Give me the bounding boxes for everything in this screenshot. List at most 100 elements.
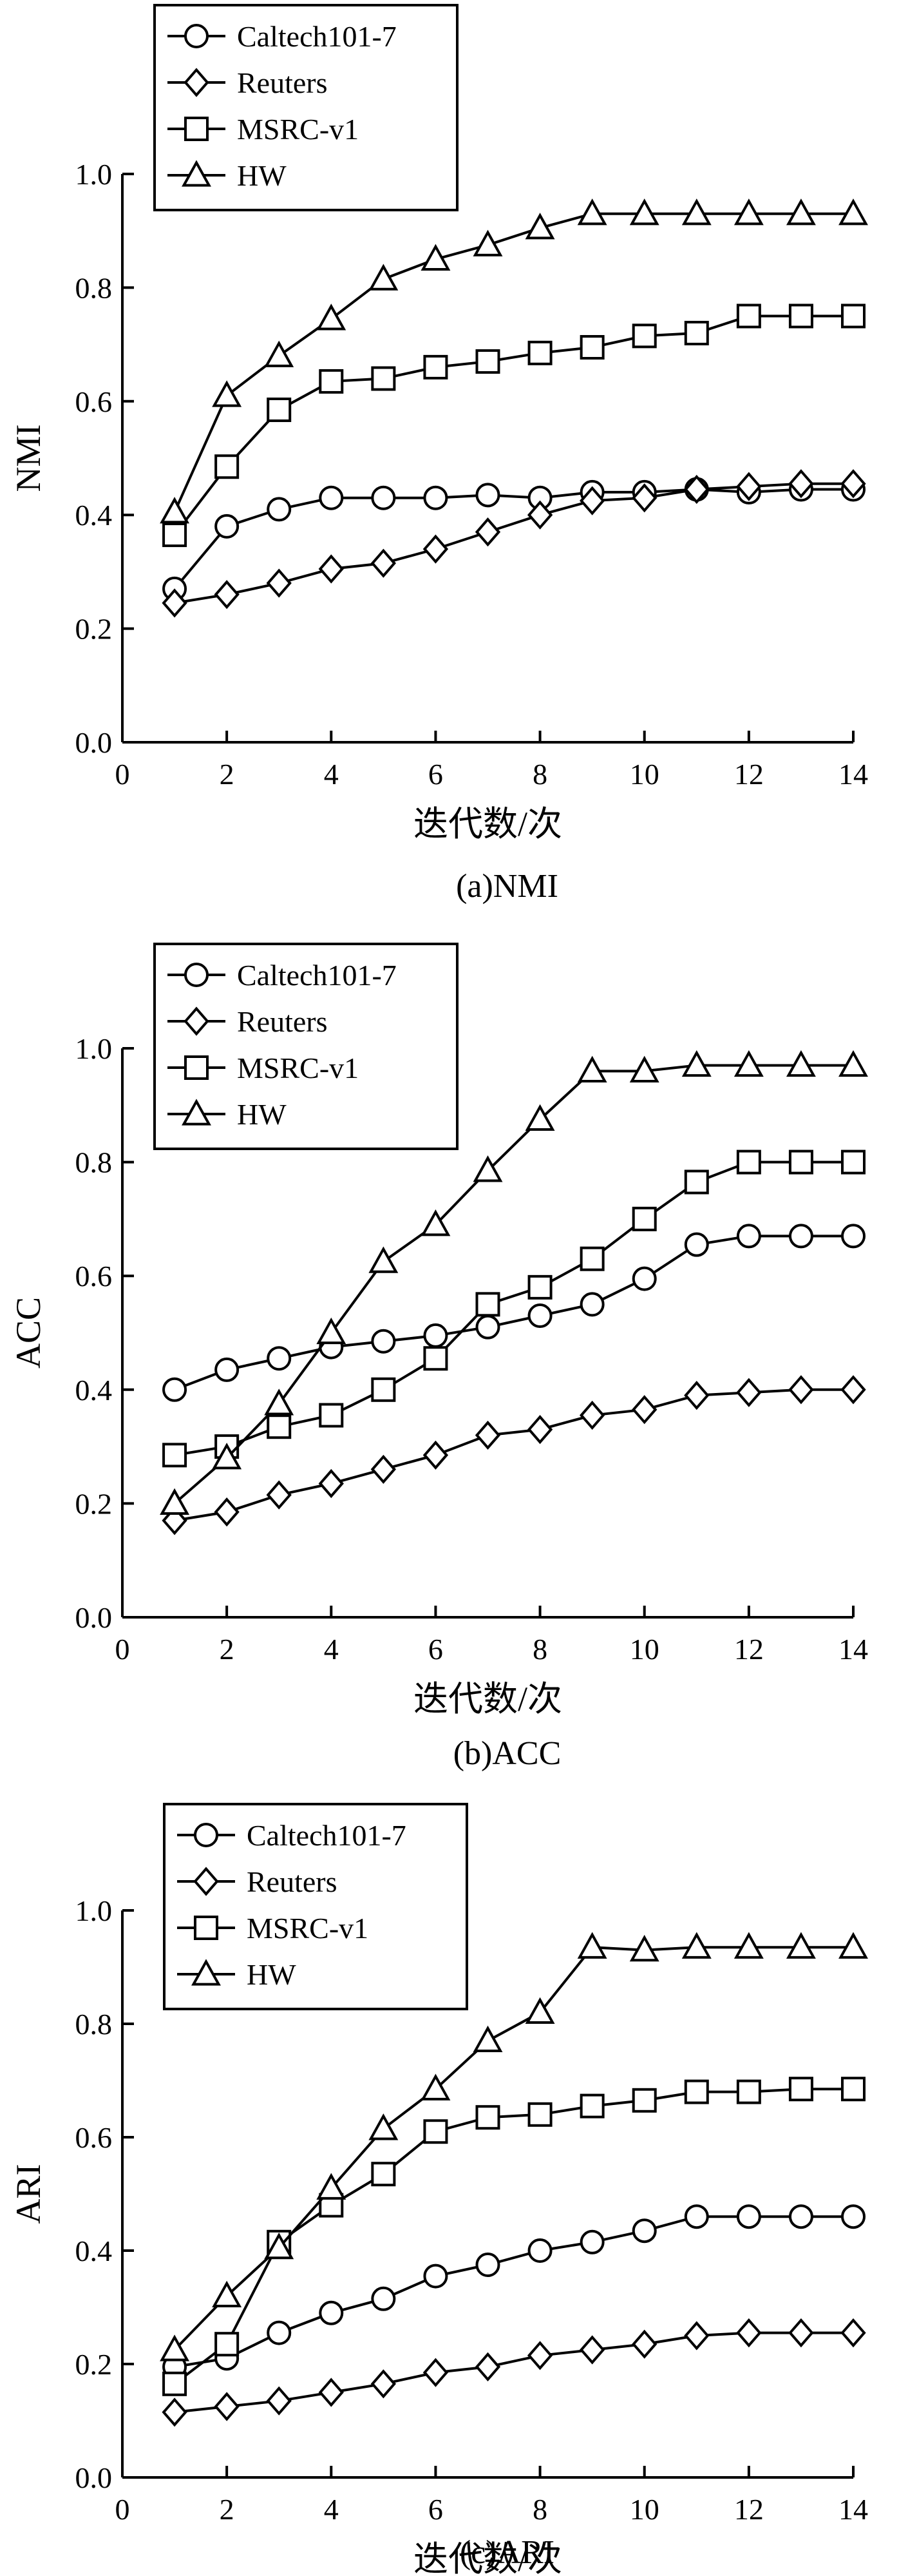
data-point bbox=[629, 1055, 659, 1082]
data-point bbox=[214, 1357, 240, 1382]
data-point bbox=[579, 486, 605, 515]
data-point bbox=[527, 1303, 553, 1329]
data-point bbox=[684, 474, 710, 505]
data-point bbox=[632, 2218, 657, 2244]
data-point bbox=[577, 1055, 607, 1082]
data-point bbox=[214, 2332, 240, 2357]
data-point bbox=[264, 2232, 294, 2260]
x-tick-label: 6 bbox=[428, 2493, 443, 2526]
data-point bbox=[316, 1317, 346, 1345]
data-point bbox=[162, 523, 187, 548]
data-point bbox=[736, 303, 761, 329]
data-point bbox=[684, 320, 709, 345]
data-point bbox=[371, 1377, 396, 1402]
data-point bbox=[527, 2341, 553, 2370]
data-point bbox=[788, 1224, 813, 1249]
data-point bbox=[212, 1443, 242, 1470]
data-point bbox=[266, 1480, 292, 1510]
data-point bbox=[475, 517, 501, 547]
y-axis-label: ACC bbox=[9, 1297, 48, 1369]
data-point bbox=[841, 1149, 866, 1175]
data-point bbox=[475, 2105, 500, 2130]
x-tick-label: 2 bbox=[220, 758, 234, 791]
data-point bbox=[421, 1209, 451, 1236]
series-Caltech101-7 bbox=[162, 2204, 866, 2379]
legend: Caltech101-7 Reuters MSRC-v1 HW bbox=[153, 4, 459, 211]
data-point bbox=[266, 2386, 292, 2416]
x-tick-label: 6 bbox=[428, 1633, 443, 1666]
data-point bbox=[525, 213, 555, 240]
data-point bbox=[840, 2318, 866, 2348]
series-HW bbox=[160, 1050, 868, 1515]
data-point bbox=[475, 1314, 500, 1340]
data-point bbox=[684, 1381, 710, 1410]
data-point bbox=[841, 2204, 866, 2229]
data-point bbox=[319, 1403, 344, 1428]
series-MSRC-v1 bbox=[162, 303, 866, 548]
data-point bbox=[162, 588, 187, 618]
legend-label: HW bbox=[237, 1098, 287, 1131]
series-Reuters bbox=[162, 1375, 866, 1535]
y-tick-label: 0.4 bbox=[75, 1374, 113, 1407]
legend: Caltech101-7 Reuters MSRC-v1 HW bbox=[153, 943, 459, 1150]
x-tick-label: 12 bbox=[734, 758, 764, 791]
data-point bbox=[788, 469, 814, 499]
x-tick-label: 12 bbox=[734, 2493, 764, 2526]
data-point bbox=[423, 1323, 448, 1348]
data-point bbox=[733, 198, 764, 226]
legend-marker-diamond bbox=[184, 68, 209, 97]
x-tick-label: 2 bbox=[220, 2493, 234, 2526]
data-point bbox=[370, 548, 397, 578]
data-point bbox=[684, 1169, 709, 1195]
data-point bbox=[786, 1932, 816, 1959]
data-point bbox=[160, 1488, 190, 1515]
data-point bbox=[266, 568, 292, 598]
y-tick-label: 0.2 bbox=[75, 2348, 113, 2381]
legend-marker-diamond bbox=[193, 1867, 219, 1896]
legend-label: MSRC-v1 bbox=[247, 1912, 368, 1945]
data-point bbox=[838, 198, 868, 226]
data-point bbox=[681, 1050, 712, 1077]
data-point bbox=[632, 483, 658, 513]
y-tick-label: 0.0 bbox=[75, 2461, 113, 2494]
data-point bbox=[475, 1292, 500, 1317]
legend-label: Caltech101-7 bbox=[237, 20, 397, 53]
data-point bbox=[736, 1149, 761, 1175]
data-point bbox=[475, 2352, 501, 2381]
data-point bbox=[368, 1246, 399, 1273]
data-point bbox=[318, 1468, 344, 1499]
series-Caltech101-7 bbox=[162, 1224, 866, 1402]
data-point bbox=[525, 1997, 555, 2024]
x-axis-label: 迭代数/次 bbox=[413, 1680, 562, 1718]
data-point bbox=[733, 1050, 764, 1077]
x-tick-label: 10 bbox=[630, 758, 659, 791]
data-point bbox=[527, 1415, 553, 1445]
data-point bbox=[162, 2398, 187, 2427]
data-point bbox=[577, 1932, 607, 1959]
data-point bbox=[160, 2334, 190, 2361]
data-point bbox=[368, 2113, 399, 2140]
legend-marker-square bbox=[194, 1916, 218, 1940]
data-point bbox=[527, 340, 553, 365]
x-tick-label: 10 bbox=[630, 1633, 659, 1666]
data-point bbox=[475, 1420, 501, 1450]
data-point bbox=[423, 2119, 448, 2144]
data-point bbox=[786, 1050, 816, 1077]
data-point bbox=[162, 1377, 187, 1402]
data-point bbox=[577, 198, 607, 226]
x-tick-label: 0 bbox=[115, 2493, 130, 2526]
data-point bbox=[840, 469, 866, 499]
data-point bbox=[371, 485, 396, 510]
x-tick-label: 14 bbox=[838, 758, 868, 791]
legend-marker-circle bbox=[194, 1823, 218, 1847]
data-point bbox=[841, 303, 866, 329]
data-point bbox=[632, 2329, 658, 2359]
data-point bbox=[736, 2204, 761, 2229]
data-point bbox=[736, 472, 762, 501]
data-point bbox=[788, 2077, 813, 2102]
data-point bbox=[684, 2204, 709, 2229]
legend-marker-square bbox=[184, 117, 209, 141]
y-tick-label: 0.8 bbox=[75, 271, 113, 304]
data-point bbox=[841, 2077, 866, 2102]
